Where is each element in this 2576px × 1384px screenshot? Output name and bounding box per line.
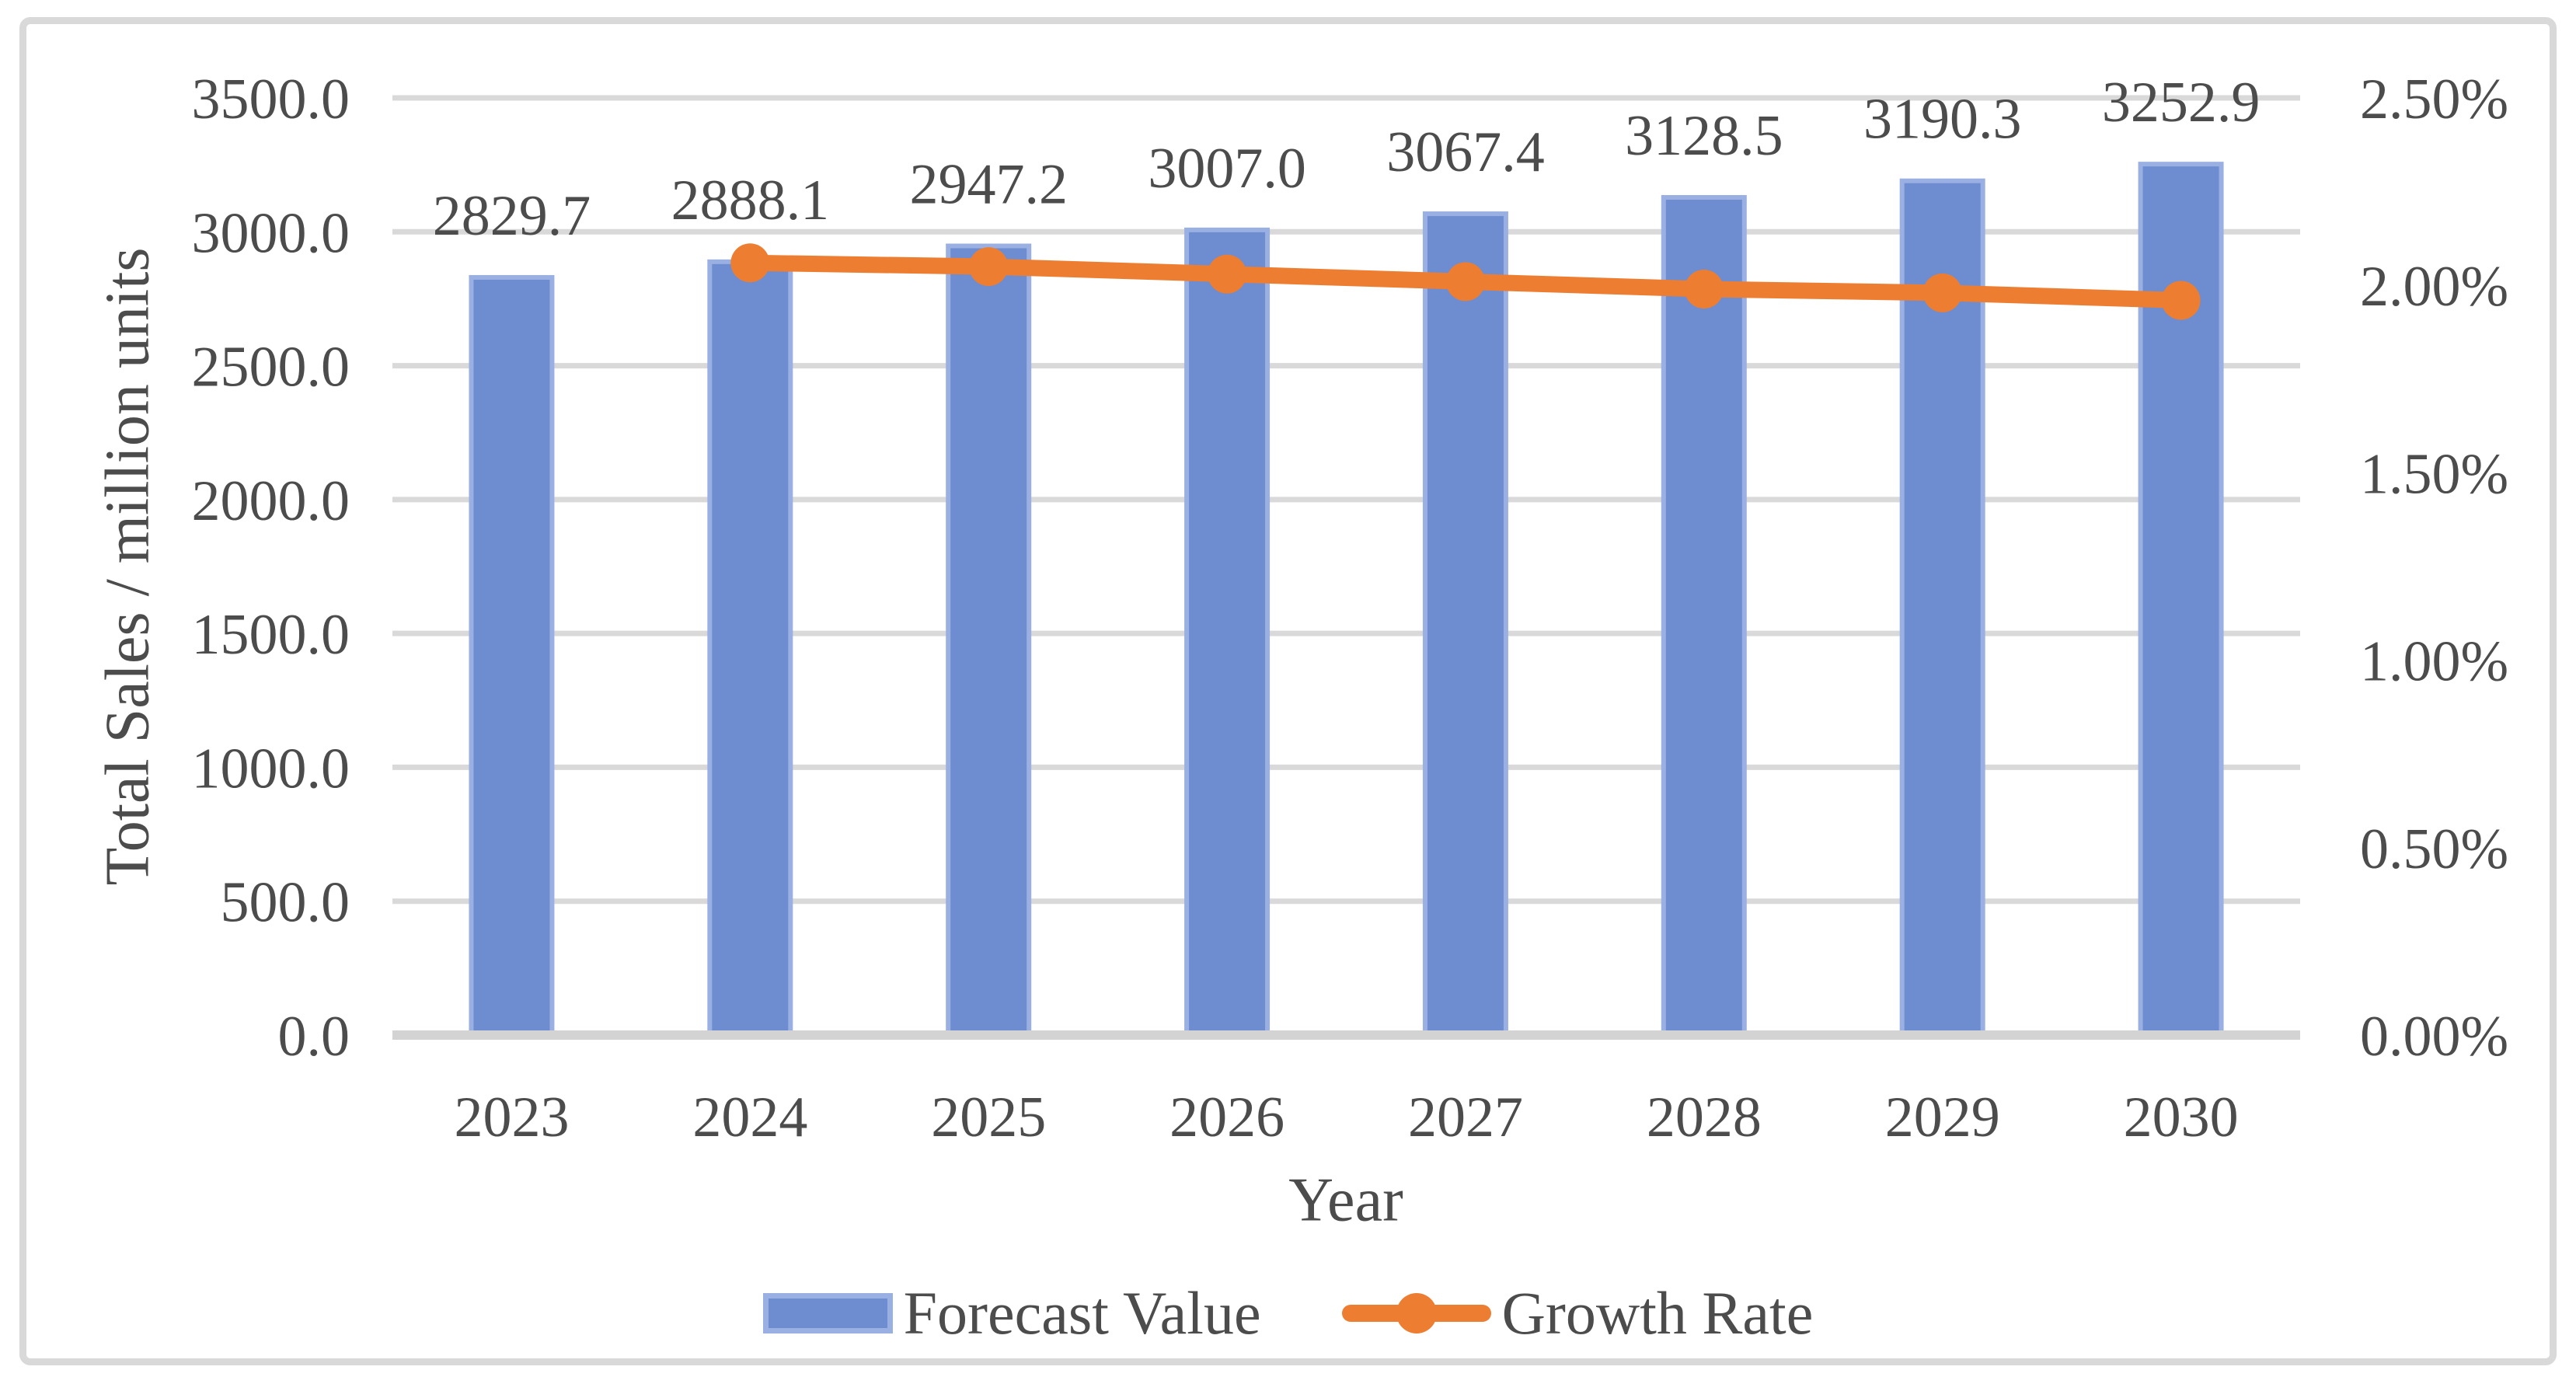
y-axis-tick-label: 3000.0 <box>192 201 350 265</box>
y2-axis-tick-label: 2.50% <box>2360 68 2508 131</box>
y2-axis-tick-label: 2.00% <box>2360 255 2508 319</box>
y-axis-tick-label: 1000.0 <box>192 737 350 800</box>
figure-border <box>19 17 2557 1365</box>
value-label-2029: 3190.3 <box>1863 88 2022 152</box>
marker-2029 <box>1922 273 1962 312</box>
legend-item-forecast-value: Forecast Value <box>762 1278 1261 1348</box>
legend-bar-swatch-icon <box>762 1293 893 1333</box>
bar-2025 <box>946 243 1032 1038</box>
y2-axis-tick-label: 1.50% <box>2360 442 2508 506</box>
value-label-2024: 2888.1 <box>671 169 830 232</box>
x-axis-title: Year <box>1288 1166 1403 1235</box>
x-axis-tick-label: 2024 <box>692 1086 807 1149</box>
y-axis-tick-label: 0.0 <box>278 1005 350 1069</box>
y-axis-tick-label: 2500.0 <box>192 336 350 399</box>
marker-2026 <box>1208 254 1247 294</box>
marker-2030 <box>2161 281 2201 320</box>
marker-2027 <box>1445 262 1485 302</box>
bar-2028 <box>1661 195 1747 1037</box>
marker-2025 <box>969 247 1009 287</box>
x-axis-tick-label: 2025 <box>931 1086 1046 1149</box>
value-label-2023: 2829.7 <box>433 184 591 248</box>
y2-axis-tick-label: 0.50% <box>2360 818 2508 881</box>
x-axis-tick-label: 2026 <box>1169 1086 1285 1149</box>
value-label-2026: 3007.0 <box>1148 137 1306 200</box>
legend-circle-marker-icon <box>1396 1293 1437 1333</box>
y-axis-tick-label: 3500.0 <box>192 68 350 131</box>
value-label-2025: 2947.2 <box>909 152 1068 216</box>
x-axis-tick-label: 2028 <box>1647 1086 1762 1149</box>
value-label-2028: 3128.5 <box>1625 104 1783 168</box>
bar-2024 <box>707 259 793 1037</box>
y-axis-tick-label: 2000.0 <box>192 469 350 533</box>
bar-2026 <box>1184 227 1271 1038</box>
legend-item-growth-rate: Growth Rate <box>1341 1278 1814 1348</box>
marker-2028 <box>1684 270 1724 309</box>
legend: Forecast Value Growth Rate <box>0 1265 2576 1361</box>
y2-axis-tick-label: 0.00% <box>2360 1005 2508 1069</box>
bar-2023 <box>469 274 555 1037</box>
x-axis-tick-label: 2027 <box>1408 1086 1523 1149</box>
value-label-2027: 3067.4 <box>1386 120 1545 184</box>
legend-line-marker-icon <box>1341 1293 1491 1333</box>
x-axis-tick-label: 2029 <box>1885 1086 2000 1149</box>
bar-2029 <box>1899 178 1985 1038</box>
legend-bar-label: Forecast Value <box>903 1279 1261 1347</box>
marker-2024 <box>730 243 770 283</box>
bar-2027 <box>1422 211 1508 1037</box>
y-axis-tick-label: 500.0 <box>221 871 350 935</box>
value-label-2030: 3252.9 <box>2102 71 2261 134</box>
y2-axis-tick-label: 1.00% <box>2360 630 2508 694</box>
y-axis-tick-label: 1500.0 <box>192 603 350 667</box>
x-axis-tick-label: 2030 <box>2124 1086 2239 1149</box>
y-axis-title: Total Sales / million units <box>93 247 162 886</box>
legend-line-label: Growth Rate <box>1501 1279 1814 1347</box>
x-axis-tick-label: 2023 <box>454 1086 569 1149</box>
